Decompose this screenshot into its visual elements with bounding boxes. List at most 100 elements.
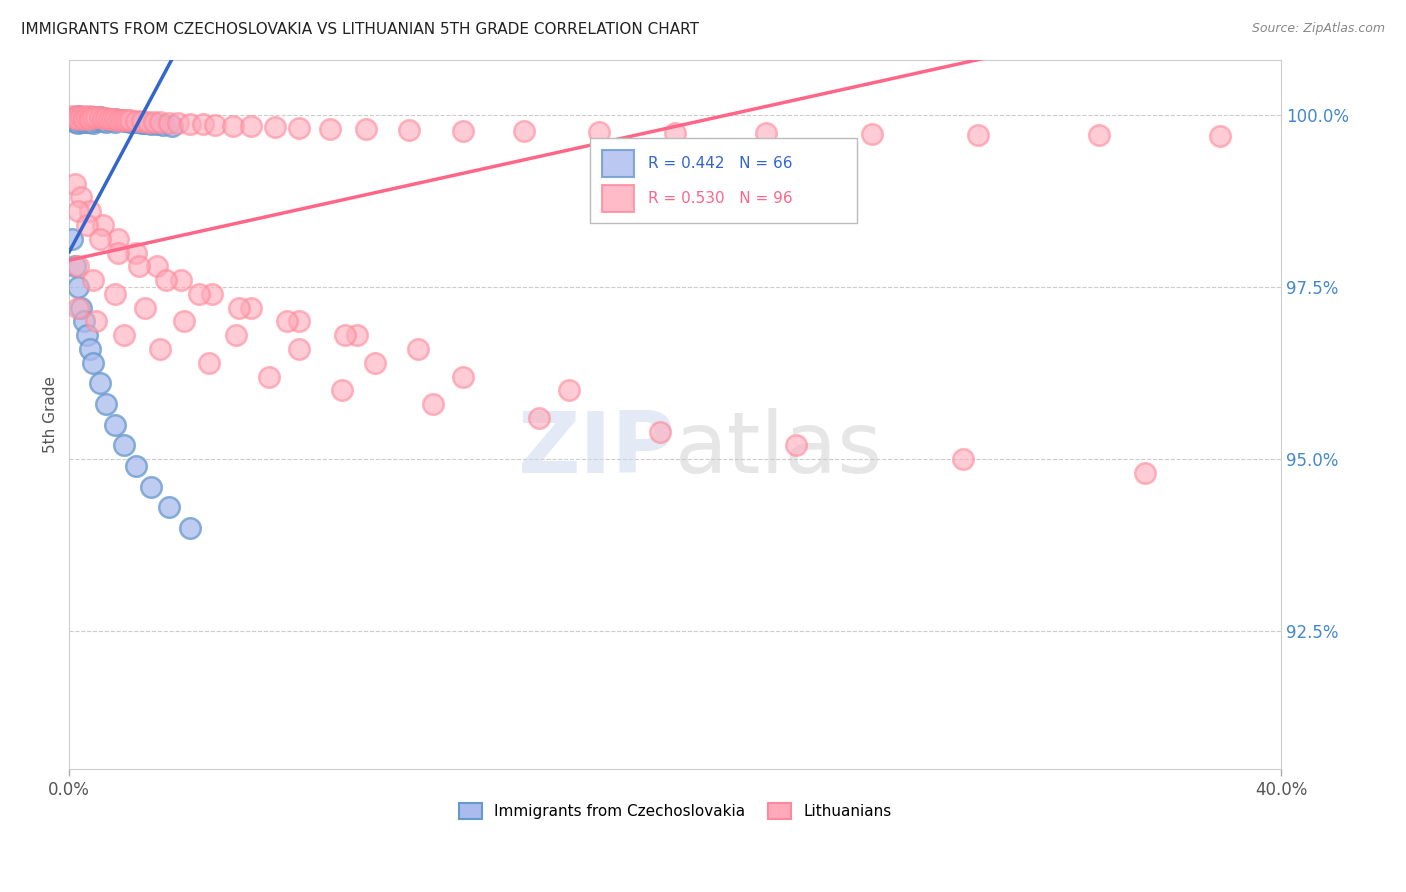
Point — [104, 417, 127, 432]
Point — [100, 112, 122, 126]
Point — [104, 286, 127, 301]
Point — [70, 110, 93, 124]
Point — [179, 117, 201, 131]
Point — [276, 314, 298, 328]
Point — [79, 114, 101, 128]
Point — [125, 115, 148, 129]
Point — [70, 112, 93, 127]
Point — [110, 113, 132, 128]
Point — [82, 111, 104, 125]
Point — [146, 260, 169, 274]
Point — [86, 314, 108, 328]
Point — [76, 115, 98, 129]
Point — [167, 116, 190, 130]
Text: IMMIGRANTS FROM CZECHOSLOVAKIA VS LITHUANIAN 5TH GRADE CORRELATION CHART: IMMIGRANTS FROM CZECHOSLOVAKIA VS LITHUA… — [21, 22, 699, 37]
Point — [65, 114, 87, 128]
Point — [155, 273, 177, 287]
Point — [67, 109, 90, 123]
Point — [107, 112, 129, 127]
Point — [755, 126, 778, 140]
Point — [104, 114, 127, 128]
Point — [67, 109, 90, 123]
Point — [112, 114, 135, 128]
Point — [79, 109, 101, 123]
Point — [76, 110, 98, 124]
Point — [65, 177, 87, 191]
Point — [451, 369, 474, 384]
Point — [79, 342, 101, 356]
Point — [422, 397, 444, 411]
Point — [86, 114, 108, 128]
Point — [222, 119, 245, 133]
Point — [170, 273, 193, 287]
Point — [107, 245, 129, 260]
Point — [89, 232, 111, 246]
Point — [115, 113, 138, 128]
Point — [228, 301, 250, 315]
Point — [354, 122, 377, 136]
Point — [67, 301, 90, 315]
Point — [76, 112, 98, 127]
Point — [65, 111, 87, 125]
Point — [134, 301, 156, 315]
Point — [125, 114, 148, 128]
Point — [225, 328, 247, 343]
Point — [1209, 129, 1232, 144]
Point — [67, 204, 90, 219]
Point — [82, 356, 104, 370]
Point — [65, 110, 87, 124]
Point — [188, 286, 211, 301]
Point — [558, 384, 581, 398]
Point — [157, 500, 180, 515]
FancyBboxPatch shape — [602, 150, 634, 177]
Point — [112, 112, 135, 127]
Point — [118, 113, 141, 128]
Point — [131, 116, 153, 130]
Point — [76, 218, 98, 232]
Point — [967, 128, 990, 142]
Point — [191, 117, 214, 131]
Text: Source: ZipAtlas.com: Source: ZipAtlas.com — [1251, 22, 1385, 36]
Point — [149, 115, 172, 129]
Point — [82, 116, 104, 130]
Point — [89, 113, 111, 128]
Point — [406, 342, 429, 356]
Point — [110, 112, 132, 127]
Point — [288, 342, 311, 356]
Point — [346, 328, 368, 343]
Point — [240, 301, 263, 315]
Point — [73, 110, 96, 124]
Point — [398, 123, 420, 137]
Point — [257, 369, 280, 384]
Point — [76, 328, 98, 343]
Point — [89, 111, 111, 125]
Point — [79, 204, 101, 219]
FancyBboxPatch shape — [591, 137, 856, 223]
Point — [952, 452, 974, 467]
Point — [67, 280, 90, 294]
Point — [73, 112, 96, 126]
Point — [86, 111, 108, 125]
Point — [288, 314, 311, 328]
Point — [79, 112, 101, 126]
Point — [79, 112, 101, 126]
Point — [364, 356, 387, 370]
Text: R = 0.530   N = 96: R = 0.530 N = 96 — [648, 191, 793, 206]
Point — [60, 111, 83, 125]
Point — [288, 120, 311, 135]
Point — [139, 480, 162, 494]
Point — [86, 111, 108, 125]
Point — [173, 314, 195, 328]
Point — [73, 314, 96, 328]
Point — [70, 301, 93, 315]
Point — [264, 120, 287, 135]
Point — [112, 438, 135, 452]
Point — [152, 118, 174, 132]
Point — [201, 286, 224, 301]
Point — [204, 118, 226, 132]
Point — [333, 328, 356, 343]
Point — [648, 425, 671, 439]
Point — [97, 112, 120, 127]
Point — [112, 328, 135, 343]
Point — [240, 120, 263, 134]
